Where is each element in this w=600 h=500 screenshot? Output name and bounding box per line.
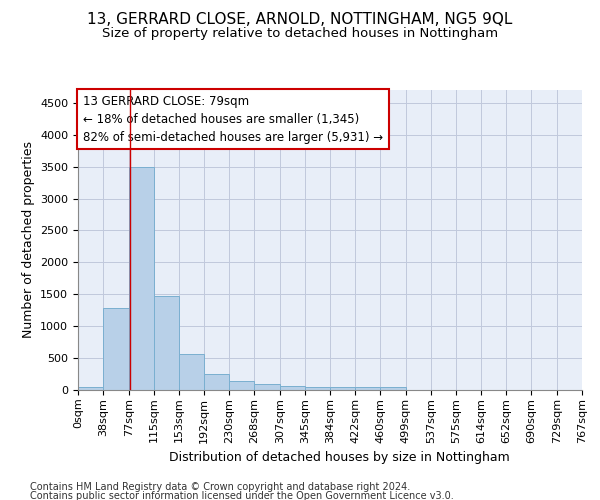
Bar (254, 384, 280, 390)
Text: Size of property relative to detached houses in Nottingham: Size of property relative to detached ho… (102, 28, 498, 40)
Bar (305, 388, 331, 390)
Bar (380, 388, 406, 390)
Text: Distribution of detached houses by size in Nottingham: Distribution of detached houses by size … (169, 451, 509, 464)
Text: 13 GERRARD CLOSE: 79sqm
← 18% of detached houses are smaller (1,345)
82% of semi: 13 GERRARD CLOSE: 79sqm ← 18% of detache… (83, 94, 383, 144)
Bar (78, 387, 103, 390)
Bar (154, 296, 179, 390)
Bar (355, 387, 380, 390)
Bar (103, 308, 128, 390)
Y-axis label: Number of detached properties: Number of detached properties (22, 142, 35, 338)
Bar (128, 167, 154, 390)
Text: Contains public sector information licensed under the Open Government Licence v3: Contains public sector information licen… (30, 491, 454, 500)
Bar (331, 387, 355, 390)
Text: 13, GERRARD CLOSE, ARNOLD, NOTTINGHAM, NG5 9QL: 13, GERRARD CLOSE, ARNOLD, NOTTINGHAM, N… (88, 12, 512, 28)
Bar (229, 381, 254, 390)
Text: Contains HM Land Registry data © Crown copyright and database right 2024.: Contains HM Land Registry data © Crown c… (30, 482, 410, 492)
Bar (280, 386, 305, 390)
Bar (204, 374, 229, 390)
Bar (179, 354, 204, 390)
